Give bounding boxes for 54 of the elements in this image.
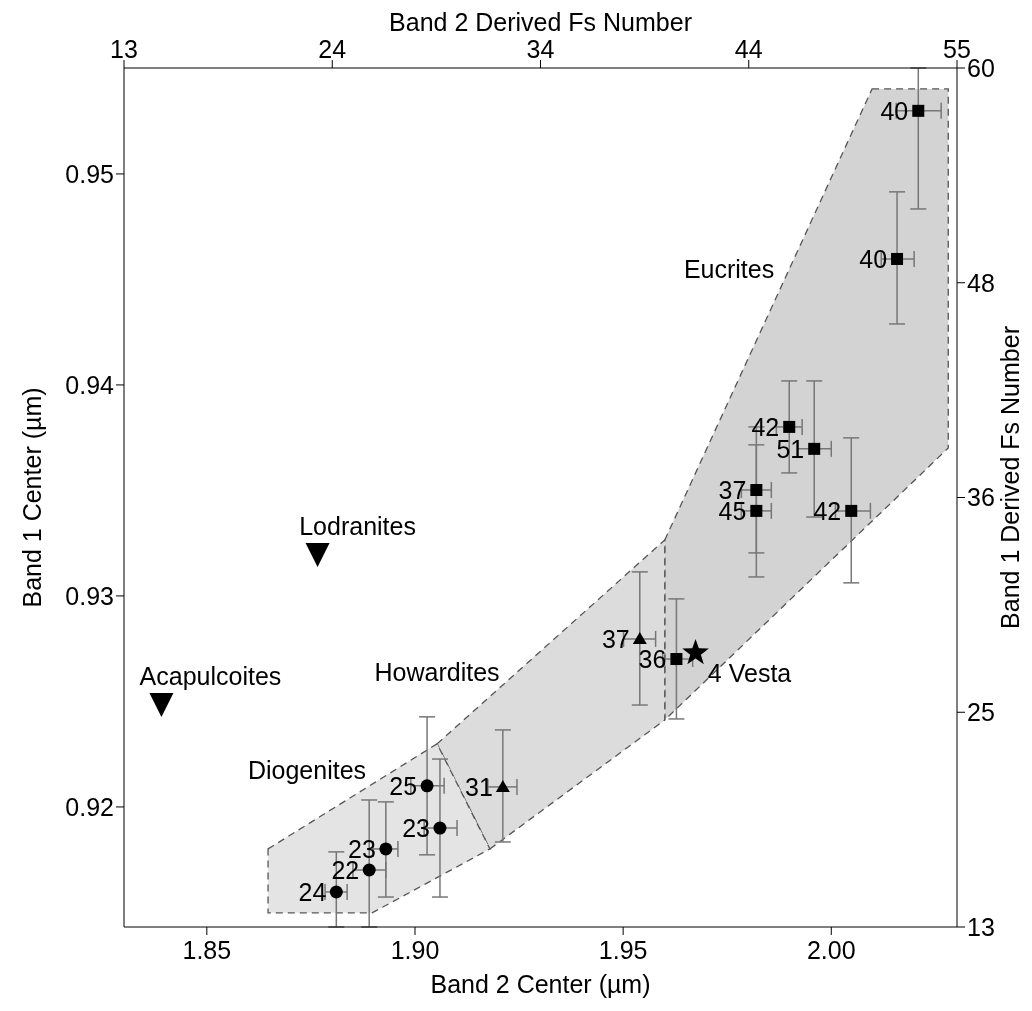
point (149, 692, 174, 717)
annotation: 36 (638, 645, 667, 674)
annotation: 40 (880, 96, 909, 125)
y-tick-label: 0.94 (65, 370, 115, 399)
series-label: 4 Vesta (707, 658, 792, 687)
annotation: 24 (298, 877, 327, 906)
annotation: 37 (601, 624, 630, 653)
point (682, 638, 709, 665)
y2-tick-label: 48 (967, 268, 995, 297)
point (495, 779, 510, 792)
annotation: 42 (751, 412, 780, 441)
annotation: 25 (389, 771, 418, 800)
series-label: Acapulcoites (139, 661, 282, 690)
series-label: Eucrites (683, 254, 775, 283)
annotation: 31 (465, 772, 493, 801)
point (783, 420, 796, 433)
point (305, 542, 330, 567)
x2-tick-label: 24 (318, 35, 347, 63)
series-label: Lodranites (299, 511, 416, 540)
annotation: 40 (859, 244, 888, 273)
y-tick-label: 0.92 (65, 792, 114, 821)
point (750, 504, 763, 517)
point (362, 863, 376, 877)
x-tick-label: 1.95 (598, 935, 648, 964)
series-label: Howardites (374, 657, 500, 686)
x-tick-label: 1.85 (182, 935, 232, 964)
y2-tick-label: 36 (967, 483, 995, 512)
point (632, 631, 647, 644)
y2-axis-title: Band 1 Derived Fs Number (996, 326, 1024, 629)
y2-tick-label: 13 (967, 912, 995, 941)
x-axis-title: Band 2 Center (µm) (430, 970, 651, 998)
y2-tick-label: 25 (967, 698, 995, 727)
point (912, 104, 925, 117)
point (433, 821, 447, 835)
annotation: 23 (402, 814, 430, 843)
x2-tick-label: 13 (110, 35, 138, 63)
x2-tick-label: 34 (526, 35, 555, 63)
point (670, 653, 683, 666)
x2-tick-label: 44 (734, 35, 763, 63)
point (750, 484, 763, 497)
point (845, 504, 858, 517)
x-tick-label: 1.90 (390, 935, 440, 964)
point (808, 442, 821, 455)
point (420, 779, 434, 793)
point (329, 885, 343, 899)
point (891, 252, 904, 265)
y-tick-label: 0.95 (65, 159, 114, 188)
annotation: 42 (813, 496, 842, 525)
x2-axis-title: Band 2 Derived Fs Number (389, 8, 692, 36)
series-label: Diogenites (247, 755, 367, 784)
y-tick-label: 0.93 (65, 581, 114, 610)
y-axis-title: Band 1 Center (µm) (18, 387, 46, 608)
x-tick-label: 2.00 (806, 935, 856, 964)
point (379, 842, 393, 856)
